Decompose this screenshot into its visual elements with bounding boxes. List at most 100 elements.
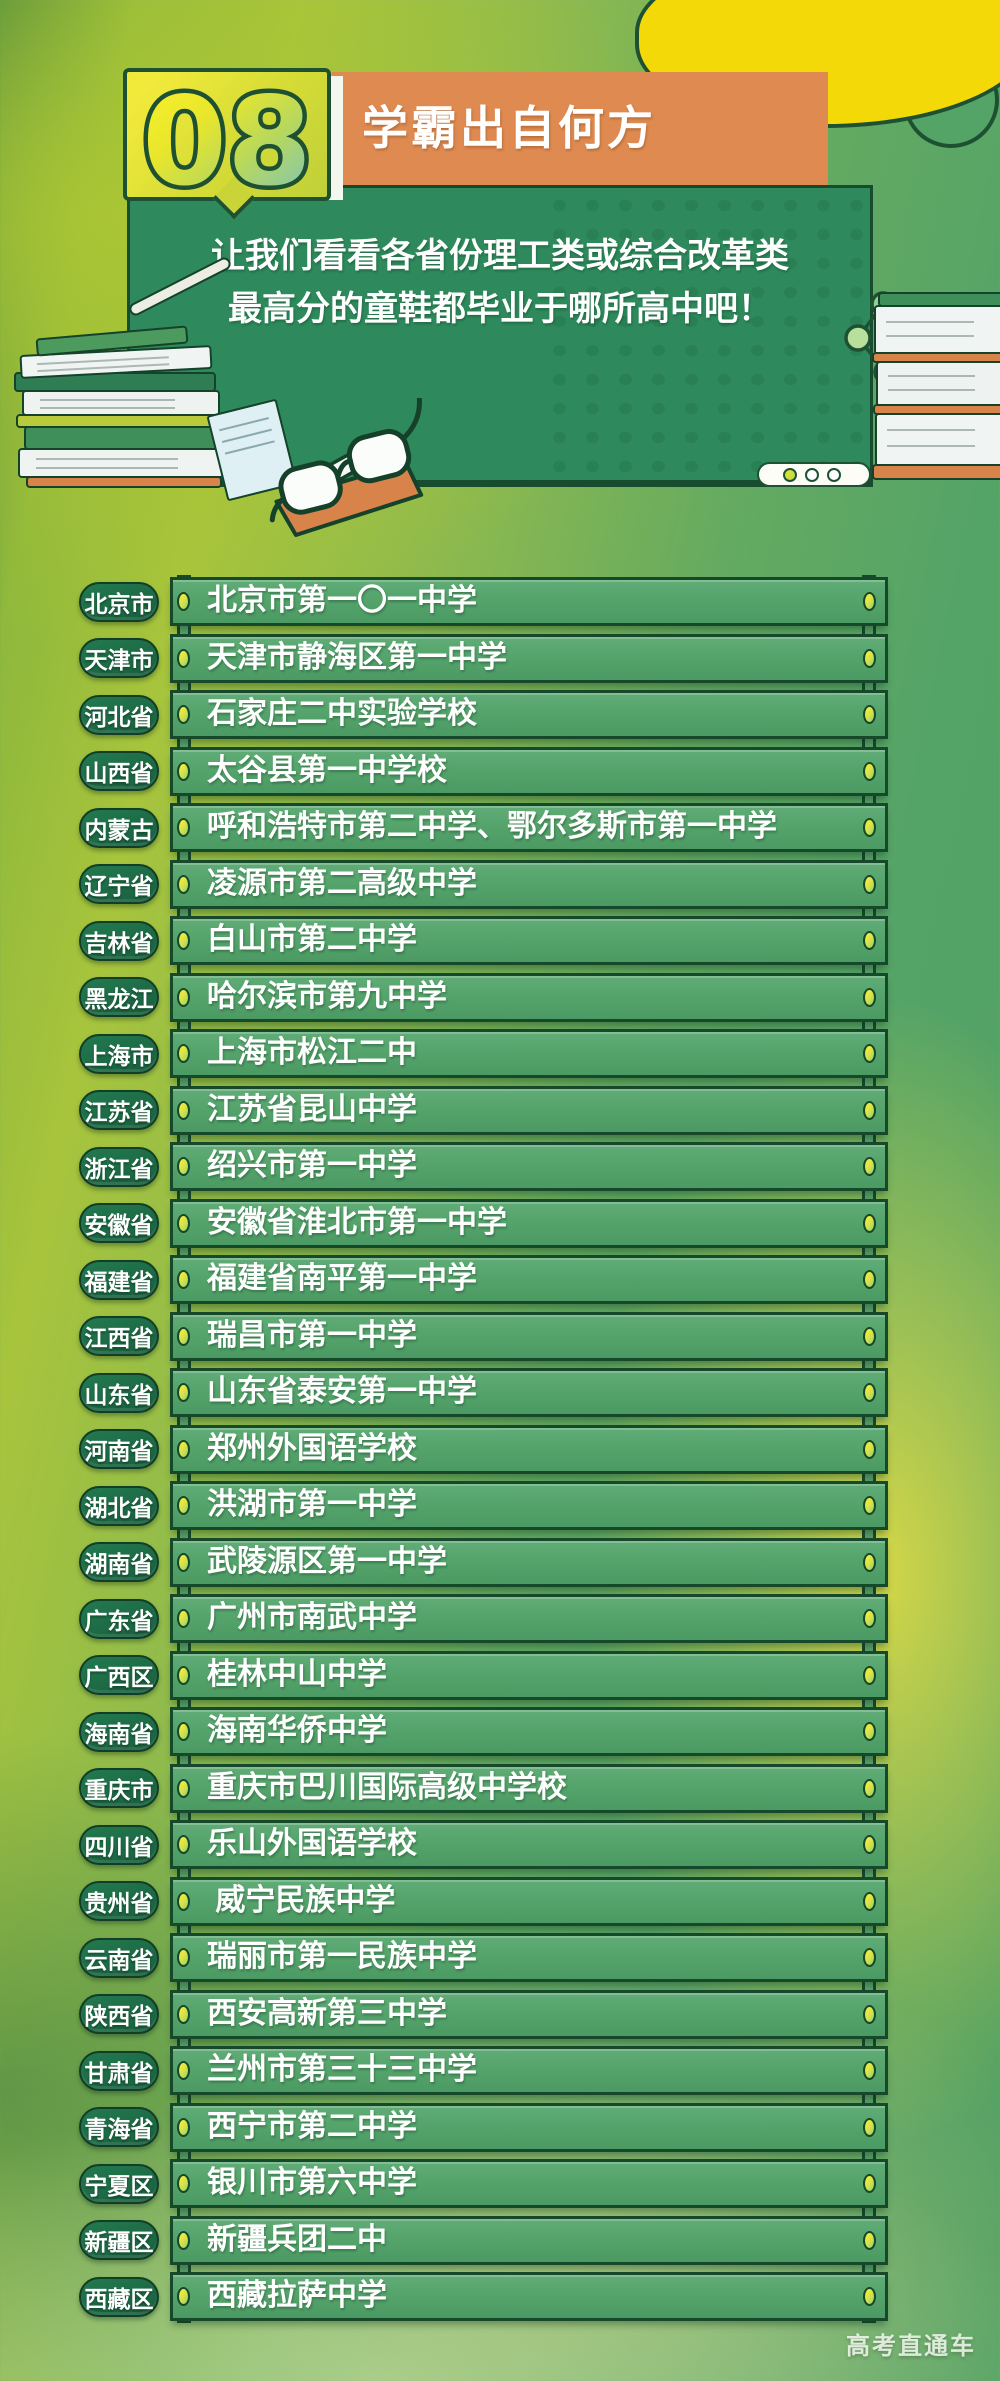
province-label: 湖南省 [84,1551,154,1577]
school-label: 瑞丽市第一民族中学 [207,1940,477,1973]
rivet-icon [863,1778,876,1798]
school-label: 安徽省淮北市第一中学 [207,1205,507,1239]
school-label: 哈尔滨市第九中学 [207,979,447,1013]
list-row: 绍兴市第一中学 浙江省 [0,1142,1000,1191]
list-row: 银川市第六中学 宁夏区 [0,2159,1000,2208]
school-plank: 郑州外国语学校 [170,1424,888,1474]
subtitle-line-1: 让我们看看各省份理工类或综合改革类 [211,237,789,275]
window-dots [757,462,871,487]
school-plank: 乐山外国语学校 [170,1820,888,1869]
list-row: 白山市第二中学 吉林省 [0,916,1000,965]
rivet-icon [863,1609,876,1628]
school-plank: 石家庄二中实验学校 [170,690,888,739]
province-pill: 河北省 [79,694,159,735]
rivet-icon [177,1157,190,1176]
school-label: 新疆兵团二中 [207,2222,387,2256]
province-pill: 陕西省 [79,1994,159,2034]
province-pill: 甘肃省 [79,2050,159,2091]
school-label: 广州市南武中学 [207,1601,417,1634]
rivet-icon [863,2287,876,2306]
school-plank: 呼和浩特市第二中学、鄂尔多斯市第一中学 [170,803,888,852]
school-plank: 广州市南武中学 [170,1594,888,1643]
province-label: 云南省 [84,1946,154,1973]
rivet-icon [863,1891,876,1911]
school-plank: 洪湖市第一中学 [170,1481,888,1530]
school-plank: 桂林中山中学 [170,1650,888,1700]
province-pill: 湖南省 [79,1542,159,1582]
school-plank: 天津市静海区第一中学 [170,633,888,683]
rivet-icon [863,592,876,611]
province-label: 四川省 [84,1833,154,1860]
school-plank: 威宁民族中学 [170,1876,888,1926]
badge-number-graphic: 08 [138,74,317,200]
school-label: 福建省南平第一中学 [207,1262,477,1295]
list-row: 山东省泰安第一中学 山东省 [0,1368,1000,1417]
province-label: 安徽省 [84,1212,154,1238]
rivet-icon [863,1665,876,1685]
province-label: 湖北省 [84,1494,154,1521]
rivet-icon [177,1722,190,1741]
school-label: 瑞昌市第一中学 [207,1318,417,1352]
school-label: 石家庄二中实验学校 [207,697,477,730]
rivet-icon [177,2287,190,2306]
list-row: 桂林中山中学 广西区 [0,1650,1000,1700]
rivet-icon [863,2117,876,2137]
school-plank: 重庆市巴川国际高级中学校 [170,1763,888,1813]
school-label: 山东省泰安第一中学 [207,1375,477,1408]
province-pill: 青海省 [79,2107,159,2147]
rivet-icon [177,1835,190,1854]
school-plank: 北京市第一〇一中学 [170,577,888,626]
province-label: 贵州省 [84,1890,154,1916]
rivet-icon [177,987,190,1007]
province-label: 江苏省 [84,1099,154,1125]
rivet-icon [863,818,876,837]
rivet-icon [863,1439,876,1459]
rivet-icon [177,1383,190,1402]
rivet-icon [863,705,876,724]
list-row: 天津市静海区第一中学 天津市 [0,633,1000,683]
province-pill: 辽宁省 [79,864,159,904]
rivet-icon [177,1270,190,1289]
page-title: 学霸出自何方 [362,102,656,154]
province-label: 宁夏区 [84,2172,154,2199]
province-pill: 浙江省 [79,1146,159,1187]
province-label: 陕西省 [84,2003,154,2029]
rivet-icon [863,2230,876,2250]
rivet-icon [863,1496,876,1515]
rivet-icon [863,1552,876,1572]
list-row: 乐山外国语学校 四川省 [0,1820,1000,1869]
rivet-icon [177,2230,190,2250]
school-label: 呼和浩特市第二中学、鄂尔多斯市第一中学 [207,810,777,843]
rivet-icon [863,1722,876,1741]
subtitle-line-2: 最高分的童鞋都毕业于哪所高中吧！ [228,290,772,328]
school-label: 白山市第二中学 [207,923,417,956]
school-label: 洪湖市第一中学 [207,1488,417,1521]
rivet-icon [177,1778,190,1798]
list-row: 洪湖市第一中学 湖北省 [0,1481,1000,1530]
rows-stack: 北京市第一〇一中学 北京市 天津市静海区第一中学 天津市 石家庄二中实验学校 河… [0,577,1000,2321]
province-label: 青海省 [84,2116,154,2142]
province-label: 山西省 [84,760,154,786]
province-label: 河北省 [84,703,154,730]
rivet-icon [863,987,876,1007]
list-row: 武陵源区第一中学 湖南省 [0,1537,1000,1587]
school-plank: 江苏省昆山中学 [170,1085,888,1135]
province-pill: 山西省 [79,751,159,791]
province-pill: 新疆区 [79,2220,159,2260]
province-pill: 广东省 [79,1598,159,1639]
school-plank: 凌源市第二高级中学 [170,859,888,909]
province-label: 浙江省 [84,1155,154,1182]
school-plank: 哈尔滨市第九中学 [170,972,888,1022]
province-label: 西藏区 [84,2285,154,2312]
school-plank: 西宁市第二中学 [170,2102,888,2152]
rivet-icon [177,931,190,950]
rivet-icon [177,2117,190,2137]
list-row: 石家庄二中实验学校 河北省 [0,690,1000,739]
rivet-icon [177,1609,190,1628]
province-label: 上海市 [84,1042,154,1069]
school-plank: 白山市第二中学 [170,916,888,965]
rivet-icon [177,1552,190,1572]
rivet-icon [177,1496,190,1515]
province-label: 海南省 [84,1720,154,1747]
list-row: 太谷县第一中学校 山西省 [0,746,1000,796]
